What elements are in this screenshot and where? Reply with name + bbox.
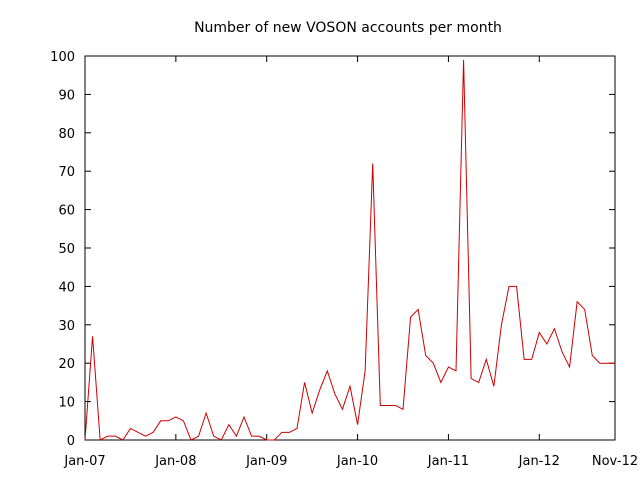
x-tick-label: Jan-11 (427, 454, 469, 469)
y-tick-label: 80 (58, 127, 75, 142)
y-tick-label: 50 (58, 242, 75, 257)
y-tick-label: 60 (58, 204, 75, 219)
chart-title: Number of new VOSON accounts per month (194, 20, 502, 36)
y-axis: 0 10 20 30 40 50 60 70 80 90 100 (50, 50, 615, 449)
x-axis: Jan-07 Jan-08 Jan-09 Jan-10 Jan-11 Jan-12 Nov-… (63, 56, 638, 469)
x-tick-label: Jan-08 (154, 454, 196, 469)
y-tick-label: 20 (58, 357, 75, 372)
x-tick-label: Nov-12 (592, 454, 638, 469)
x-tick-label: Jan-09 (245, 454, 287, 469)
y-tick-label: 90 (58, 88, 75, 103)
x-tick-label: Jan-10 (336, 454, 378, 469)
y-tick-label: 100 (50, 50, 75, 65)
y-tick-label: 0 (67, 434, 75, 449)
y-tick-label: 30 (58, 319, 75, 334)
series-line (84, 59, 615, 441)
x-tick-label: Jan-07 (63, 454, 105, 469)
y-tick-label: 40 (58, 280, 75, 295)
y-tick-label: 70 (58, 165, 75, 180)
y-tick-label: 10 (58, 396, 75, 411)
x-tick-label: Jan-12 (518, 454, 560, 469)
series-layer (84, 59, 615, 441)
